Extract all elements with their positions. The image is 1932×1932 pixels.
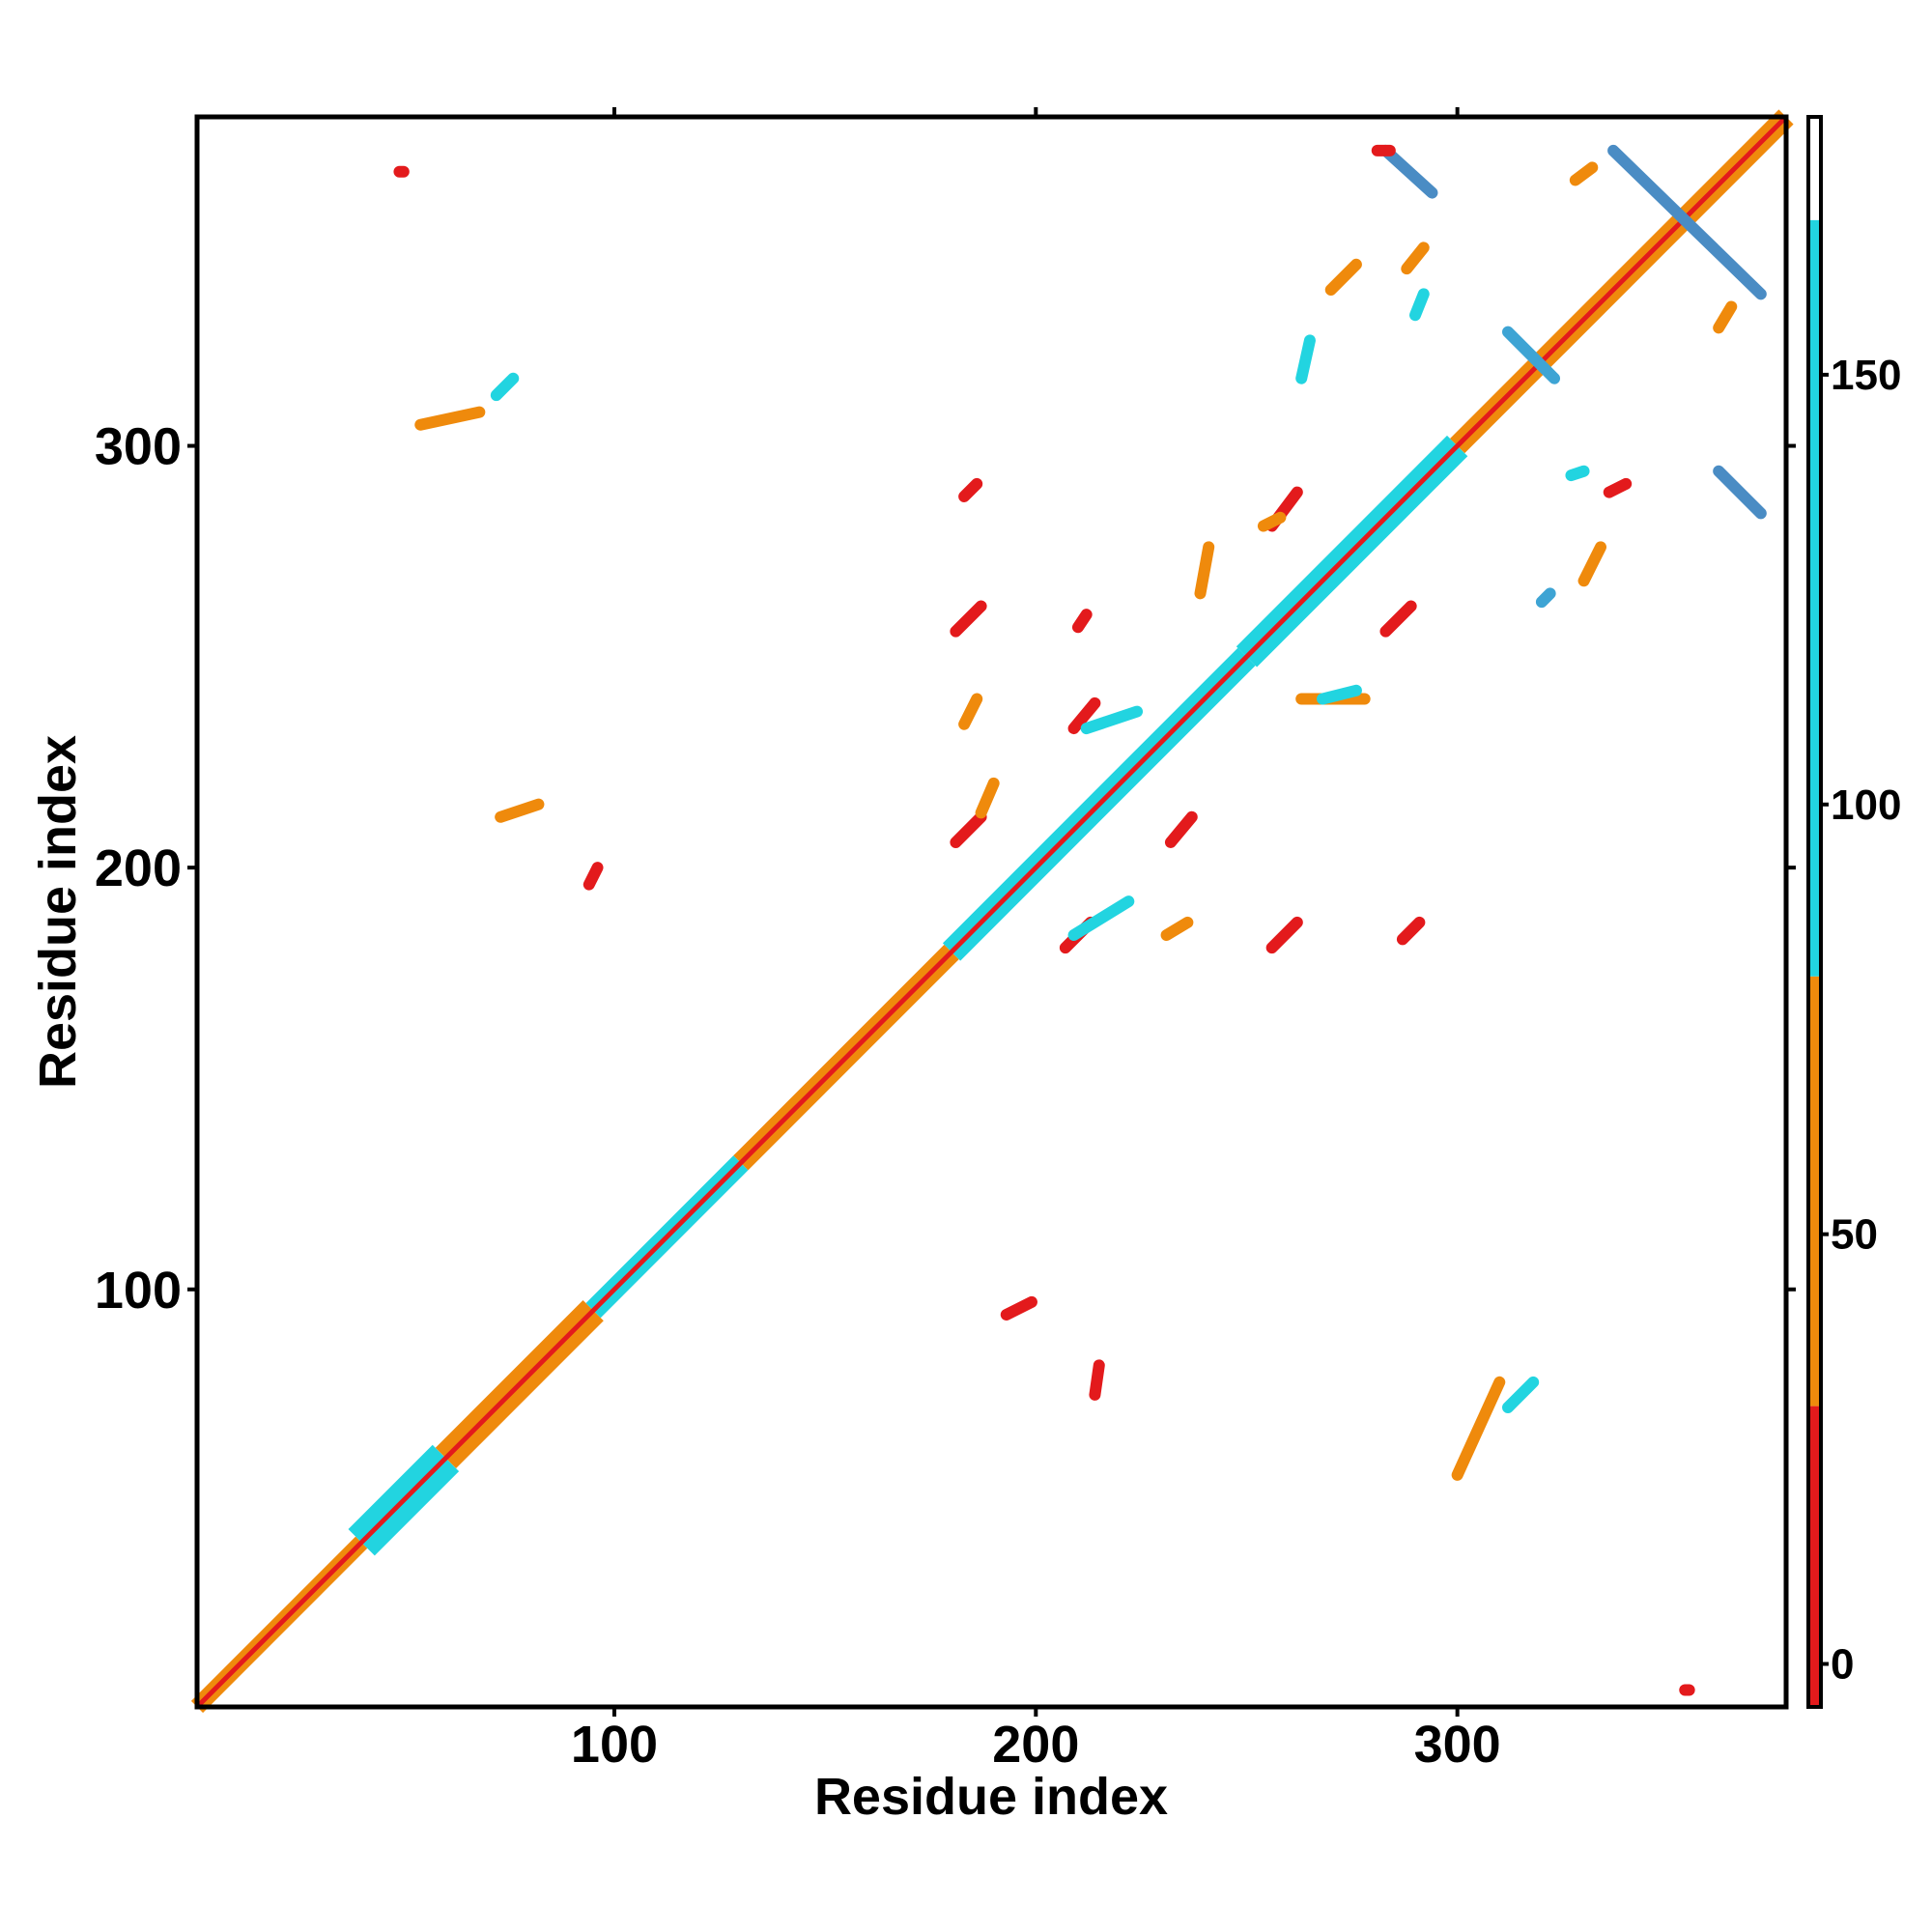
contact-segment: [1401, 242, 1430, 275]
colorbar: 0 50 100 150: [1806, 115, 1901, 1709]
contact-segment: [1067, 696, 1101, 735]
contact-segment: [582, 862, 604, 891]
x-tick-label: 200: [992, 1716, 1079, 1774]
colorbar-tick-label: 50: [1831, 1211, 1878, 1259]
diagonal-band: [190, 109, 1794, 1714]
contact-segment: [1569, 161, 1599, 186]
contact-segment: [1535, 587, 1556, 609]
contact-segment: [490, 372, 520, 402]
contact-segment: [1317, 684, 1362, 705]
contact-segment: [1577, 541, 1607, 587]
colorbar-band: [1808, 219, 1821, 977]
colorbar-tick-label: 150: [1831, 352, 1901, 399]
contact-segment: [1000, 1295, 1037, 1321]
x-tick-label: 100: [571, 1716, 658, 1774]
contact-segment: [495, 798, 545, 823]
y-tick-label: 300: [95, 418, 182, 476]
diagonal-core: [195, 115, 1788, 1709]
contact-segment: [1194, 541, 1215, 600]
plot-area: [190, 109, 1794, 1714]
contact-segment: [1257, 511, 1287, 532]
contact-segment: [1164, 810, 1198, 848]
x-axis-title: Residue index: [814, 1768, 1168, 1826]
colorbar-ticks: 0 50 100 150: [1821, 352, 1901, 1689]
contact-segment: [1089, 1359, 1105, 1401]
colorbar-bands: [1808, 117, 1821, 1707]
contact-segment: [1379, 144, 1438, 199]
contact-segment: [1607, 144, 1767, 300]
y-axis: 100 200 300: [95, 418, 1796, 1320]
contact-segments: [393, 144, 1767, 1696]
contact-segment: [950, 600, 987, 638]
contact-segment: [1265, 916, 1303, 954]
colorbar-band: [1808, 976, 1821, 1406]
contact-segment: [1396, 916, 1426, 946]
contact-segment: [950, 810, 987, 848]
contact-segment: [414, 406, 486, 431]
x-tick-label: 300: [1414, 1716, 1501, 1774]
contact-segment: [975, 777, 1000, 819]
contact-segment: [958, 693, 983, 730]
contact-segment: [1295, 334, 1316, 384]
contact-segment: [1324, 258, 1362, 297]
contact-segment: [1160, 916, 1194, 942]
y-tick-label: 100: [95, 1262, 182, 1320]
plot-frame: [194, 114, 1789, 1710]
colorbar-frame: [1806, 115, 1823, 1709]
contact-segment: [1713, 300, 1738, 334]
x-axis: 100 200 300: [571, 107, 1501, 1774]
contact-segment: [1502, 1376, 1540, 1414]
y-axis-title: Residue index: [29, 735, 87, 1089]
contact-segment: [1565, 465, 1590, 482]
contact-segment: [1713, 465, 1767, 520]
contact-segment: [1451, 1376, 1506, 1481]
colorbar-tick-label: 0: [1831, 1641, 1854, 1689]
contact-segment: [1603, 477, 1633, 498]
colorbar-band: [1808, 1406, 1821, 1707]
contact-segment: [1379, 600, 1417, 638]
y-tick-label: 200: [95, 839, 182, 897]
contact-segment: [1502, 326, 1561, 384]
colorbar-tick-label: 100: [1831, 781, 1901, 829]
contact-segment: [958, 477, 983, 502]
contact-segment: [1080, 705, 1144, 735]
contact-segment: [1409, 288, 1430, 322]
colorbar-band: [1808, 117, 1821, 220]
contact-segment: [1067, 895, 1135, 942]
contact-segment: [1071, 609, 1093, 634]
